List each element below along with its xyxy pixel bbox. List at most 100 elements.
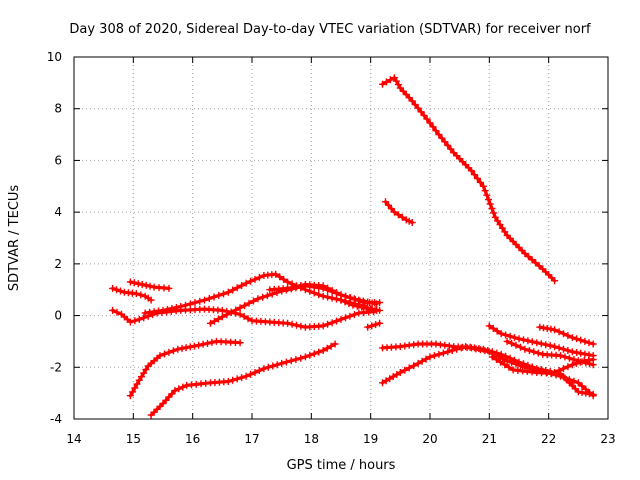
point-marker xyxy=(273,361,281,369)
point-marker xyxy=(113,308,121,316)
point-marker xyxy=(293,321,300,329)
point-marker xyxy=(333,289,340,297)
tick-layer: 14 15 16 17 18 19 20 21 22 23 -4 -2 0 2 4 6 8 10 xyxy=(47,50,616,446)
point-marker xyxy=(589,340,597,348)
point-marker xyxy=(134,280,142,288)
point-marker xyxy=(483,191,491,199)
point-marker xyxy=(140,369,148,377)
marker-group-arc-1 xyxy=(109,284,155,304)
point-marker xyxy=(229,286,237,294)
point-marker xyxy=(324,320,332,328)
point-marker xyxy=(138,281,146,288)
point-marker xyxy=(589,352,597,360)
y-tick-label: 0 xyxy=(54,309,62,323)
point-marker xyxy=(520,336,527,344)
point-marker xyxy=(169,347,177,355)
point-marker xyxy=(573,335,581,343)
point-marker xyxy=(379,379,386,387)
point-marker xyxy=(488,204,496,212)
point-marker xyxy=(147,296,155,304)
point-marker xyxy=(383,78,390,86)
point-marker xyxy=(486,200,494,208)
point-marker xyxy=(564,332,572,340)
point-marker xyxy=(356,297,364,305)
point-marker xyxy=(396,369,404,376)
point-marker xyxy=(589,361,597,369)
point-marker xyxy=(284,284,292,292)
point-marker xyxy=(524,361,532,369)
point-marker xyxy=(551,343,559,351)
point-marker xyxy=(238,374,246,382)
point-marker xyxy=(496,221,504,229)
point-marker xyxy=(435,350,443,358)
point-marker xyxy=(555,328,563,336)
point-marker xyxy=(233,284,241,292)
point-marker xyxy=(485,196,492,204)
point-marker xyxy=(133,380,141,388)
point-marker xyxy=(342,314,349,322)
point-marker xyxy=(564,363,572,371)
series-layer xyxy=(109,74,597,419)
point-marker xyxy=(287,357,295,365)
point-marker xyxy=(337,315,345,323)
point-marker xyxy=(557,352,564,360)
point-marker xyxy=(137,291,145,299)
x-tick-label: 16 xyxy=(185,432,200,446)
point-marker xyxy=(484,347,492,354)
point-marker xyxy=(448,347,456,354)
point-marker xyxy=(476,178,484,186)
point-marker xyxy=(426,119,434,127)
point-marker xyxy=(161,350,168,358)
point-marker xyxy=(573,349,581,356)
point-marker xyxy=(435,131,443,139)
point-marker xyxy=(453,345,461,353)
point-marker xyxy=(227,308,235,316)
point-marker xyxy=(382,377,390,385)
point-marker xyxy=(444,141,452,149)
point-marker xyxy=(251,275,259,283)
point-marker xyxy=(420,111,428,119)
point-marker xyxy=(280,275,288,283)
point-marker xyxy=(561,353,569,361)
x-tick-label: 18 xyxy=(304,432,319,446)
point-marker xyxy=(196,297,204,305)
point-marker xyxy=(372,321,380,329)
point-marker xyxy=(276,273,284,281)
point-marker xyxy=(362,304,370,312)
point-marker xyxy=(126,392,134,400)
point-marker xyxy=(376,306,384,314)
y-tick-label: 6 xyxy=(54,153,62,167)
point-marker xyxy=(319,292,327,300)
point-marker xyxy=(493,349,501,357)
point-marker xyxy=(182,301,189,309)
point-marker xyxy=(244,315,252,323)
point-marker xyxy=(574,357,582,365)
point-marker xyxy=(502,352,510,360)
point-marker xyxy=(497,330,505,338)
marker-group-arc-17 xyxy=(536,323,597,348)
point-marker xyxy=(218,313,226,321)
x-tick-label: 19 xyxy=(363,432,378,446)
point-marker xyxy=(229,376,237,384)
point-marker xyxy=(493,327,501,335)
point-marker xyxy=(131,384,139,392)
marker-group-arc-10 xyxy=(147,340,339,419)
point-marker xyxy=(220,290,227,298)
point-marker xyxy=(178,344,186,352)
point-marker xyxy=(327,342,335,350)
point-marker xyxy=(207,319,214,327)
point-marker xyxy=(512,341,520,349)
point-marker xyxy=(140,314,148,322)
point-marker xyxy=(542,341,550,349)
y-tick-label: 10 xyxy=(47,50,62,64)
point-marker xyxy=(565,354,573,362)
point-marker xyxy=(328,294,336,302)
point-marker xyxy=(126,318,134,326)
point-marker xyxy=(426,353,434,361)
plot-frame xyxy=(73,56,609,420)
point-marker xyxy=(506,354,514,362)
marker-group-arc-14 xyxy=(379,343,597,387)
point-marker xyxy=(503,337,511,345)
marker-group-arc-11 xyxy=(379,74,559,285)
